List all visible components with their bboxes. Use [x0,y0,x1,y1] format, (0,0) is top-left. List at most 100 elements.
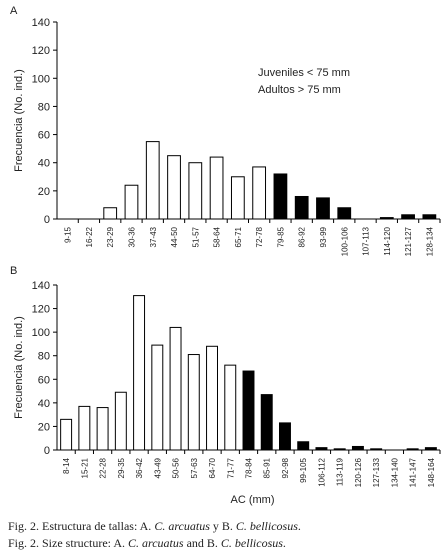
x-tick-label: 85-91 [263,457,272,478]
x-tick-label: 64-70 [208,457,217,478]
x-tick-label: 23-29 [106,226,115,247]
x-tick-label: 8-14 [62,457,71,474]
x-tick-label: 127-133 [372,457,381,487]
x-tick-label: 71-77 [226,457,235,478]
x-tick-label: 51-57 [191,226,200,247]
bar [297,441,310,451]
x-tick-label: 99-105 [299,457,308,482]
y-tick-label: 140 [32,280,50,292]
x-tick-label: 29-35 [117,457,126,478]
x-tick-label: 44-50 [170,226,179,247]
y-tick-label: 140 [32,17,50,29]
x-tick-label: 58-64 [213,226,222,247]
x-tick-label: 106-112 [317,457,326,486]
x-tick-label: 72-78 [255,226,264,247]
y-tick-label: 80 [38,101,50,113]
y-tick-label: 60 [38,130,50,142]
y-tick-label: 60 [38,374,50,386]
caption: Fig. 2. Estructura de tallas: A. C. arcu… [8,519,301,533]
bar [145,141,160,220]
caption-part: C. arcuatus [154,519,210,533]
bar [401,214,415,220]
y-tick-label: 20 [38,421,50,433]
x-tick-label: 120-126 [354,457,363,487]
y-tick-label: 40 [38,398,50,410]
bar [273,173,288,220]
bar [206,345,218,451]
bar [406,448,419,451]
caption-part: . [283,536,286,550]
bar [316,197,330,220]
bar [379,217,394,220]
y-tick-label: 100 [32,73,50,85]
caption-part: C. bellicosus [236,519,298,533]
bar [315,447,328,451]
x-tick-label: 37-43 [149,226,158,247]
y-tick-label: 80 [38,351,50,363]
x-tick-label: 93-99 [319,226,328,247]
y-tick-label: 40 [38,158,50,170]
bar [424,447,437,451]
caption-part: C. arcuatus [128,536,184,550]
bar [370,448,383,451]
bar [294,195,309,220]
bar [422,214,437,220]
x-tick-label: 121-127 [404,226,413,256]
x-tick-label: 92-98 [281,457,290,478]
bar [78,405,91,451]
bar [151,344,164,451]
y-tick-label: 120 [32,304,50,316]
bar [188,162,203,220]
bar [242,370,255,451]
x-tick-label: 114-120 [383,226,392,255]
caption-part: y B. [210,519,236,533]
bar [224,364,237,451]
x-tick-label: 100-106 [340,226,349,256]
x-tick-label: 107-113 [362,226,371,255]
bar [169,326,182,451]
caption-part: C. bellicosus [221,536,283,550]
x-tick-label: 50-56 [172,457,181,478]
x-tick-label: 86-92 [298,226,307,247]
panel-label: B [10,265,17,277]
caption: Fig. 2. Size structure: A. C. arcuatus a… [8,536,286,550]
x-tick-label: 22-28 [99,457,108,478]
y-tick-label: 0 [44,214,50,226]
y-tick-label: 120 [32,45,50,57]
bar [167,155,181,220]
x-tick-label: 141-147 [409,457,418,487]
caption-part: and B. [184,536,221,550]
caption-part: Fig. 2. Size structure: A. [8,536,128,550]
y-tick-label: 0 [44,445,50,457]
bar [60,418,73,451]
x-tick-label: 57-63 [190,457,199,478]
bar [114,391,127,451]
bar [96,407,109,451]
x-tick-label: 65-71 [234,226,243,247]
bar [337,207,352,220]
y-axis-label: Frecuencia (No. ind.) [13,69,25,172]
caption-part: . [298,519,301,533]
bar [252,166,267,220]
x-tick-label: 134-140 [390,457,399,487]
bar [209,156,224,220]
bar [230,176,245,220]
x-tick-label: 43-49 [153,457,162,478]
x-tick-label: 9-15 [64,226,73,243]
x-tick-label: 148-164 [427,457,436,487]
x-tick-label: 113-119 [336,457,345,486]
bar [124,184,139,220]
bar [103,207,118,220]
x-tick-label: 16-22 [85,226,94,247]
x-tick-label: 30-36 [127,226,136,247]
bar [133,295,146,451]
y-tick-label: 20 [38,186,50,198]
y-axis-label: Frecuencia (No. ind.) [13,316,25,419]
bar [333,448,346,451]
x-axis-label: AC (mm) [231,494,275,506]
caption-part: Fig. 2. Estructura de tallas: A. [8,519,154,533]
annotation: Adultos > 75 mm [258,84,341,96]
x-tick-label: 36-42 [135,457,144,478]
bar [260,394,273,451]
